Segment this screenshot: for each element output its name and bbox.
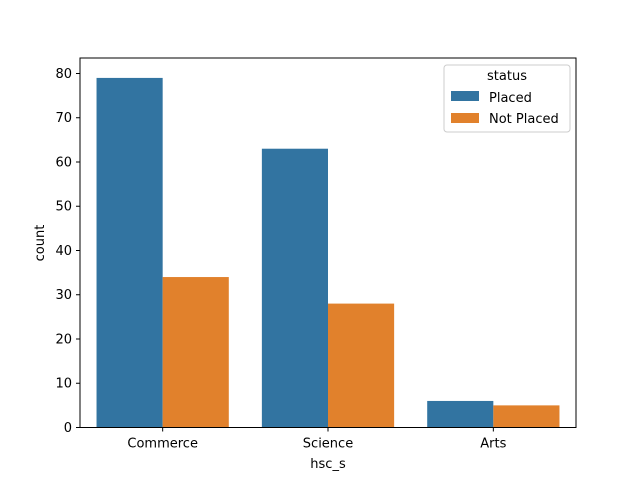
bars-layer — [96, 77, 560, 428]
bar-commerce-not-placed — [162, 277, 229, 428]
bar-commerce-placed — [96, 77, 163, 428]
y-tick-label-30: 30 — [55, 288, 72, 303]
x-tick-label-science: Science — [303, 437, 353, 452]
x-tick-label-arts: Arts — [480, 437, 506, 452]
legend-swatch-placed — [451, 91, 479, 101]
y-tick-label-80: 80 — [55, 67, 72, 82]
y-tick-label-60: 60 — [55, 155, 72, 170]
bar-arts-not-placed — [493, 405, 560, 428]
x-axis-ticks: Commerce Science Arts — [127, 427, 507, 452]
y-tick-label-20: 20 — [55, 332, 72, 347]
legend-label-placed: Placed — [489, 91, 532, 106]
y-tick-label-10: 10 — [55, 377, 72, 392]
legend-title: status — [487, 69, 527, 84]
y-axis-ticks: 0 10 20 30 40 50 60 70 80 — [55, 67, 80, 436]
legend-swatch-not-placed — [451, 113, 479, 123]
legend: status Placed Not Placed — [443, 64, 571, 133]
y-tick-label-50: 50 — [55, 200, 72, 215]
x-tick-label-commerce: Commerce — [127, 437, 198, 452]
legend-label-not-placed: Not Placed — [489, 112, 559, 127]
y-tick-label-40: 40 — [55, 244, 72, 259]
x-axis-title: hsc_s — [310, 457, 346, 472]
bar-science-not-placed — [328, 303, 395, 428]
bar-arts-placed — [427, 400, 494, 428]
y-tick-label-0: 0 — [64, 421, 72, 436]
bar-science-placed — [261, 148, 328, 428]
y-tick-label-70: 70 — [55, 111, 72, 126]
y-axis-title: count — [33, 225, 48, 262]
